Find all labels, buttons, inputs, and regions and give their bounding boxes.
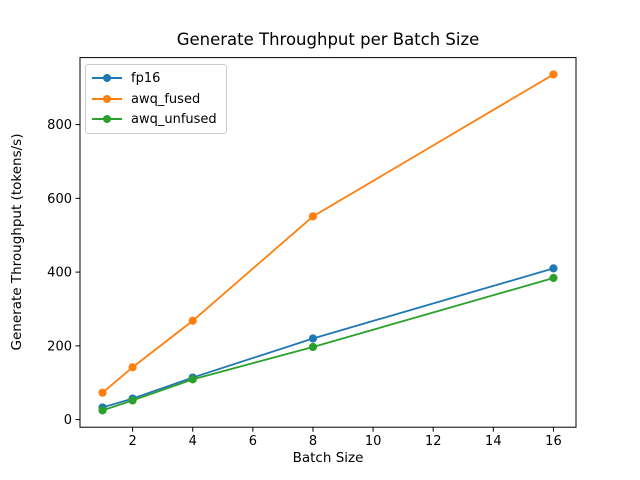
legend-label: awq_fused [131,91,201,107]
data-point-awq_unfused [128,396,137,405]
x-tick-label: 8 [309,434,317,449]
data-point-awq_unfused [549,273,558,283]
legend: fp16 awq_fused awq_unfused [85,64,227,134]
data-point-awq_fused [188,316,197,325]
data-point-fp16 [549,264,558,273]
line-marker-icon [92,115,122,124]
x-tick-label: 2 [128,434,136,449]
data-point-fp16 [308,334,318,343]
data-point-awq_fused [128,363,137,372]
x-tick-label: 10 [365,434,382,449]
x-tick-label: 16 [545,434,562,449]
y-axis-label: Generate Throughput (tokens/s) [9,133,25,351]
data-point-awq_unfused [98,406,107,415]
legend-item: fp16 [92,68,217,89]
legend-item: awq_unfused [92,109,217,130]
x-tick-label: 4 [189,434,197,449]
legend-item: awq_fused [92,89,217,110]
data-point-awq_unfused [188,375,197,384]
legend-label: awq_unfused [131,112,217,128]
series-line-awq_unfused [102,277,554,412]
y-tick-label: 400 [47,266,72,281]
y-tick-label: 600 [47,192,72,207]
y-tick-label: 200 [47,339,72,354]
data-point-awq_unfused [308,342,318,352]
data-point-awq_fused [549,70,558,79]
line-marker-icon [92,74,122,83]
x-axis-label: Batch Size [292,450,364,466]
legend-label: fp16 [131,71,161,87]
data-point-awq_fused [98,388,107,397]
y-tick-label: 800 [47,118,72,133]
x-tick-label: 12 [425,434,442,449]
chart-title: Generate Throughput per Batch Size [176,30,480,49]
x-tick-label: 14 [485,434,502,449]
line-marker-icon [92,94,122,103]
y-tick-label: 0 [64,413,72,428]
data-point-awq_fused [308,212,318,221]
plot-border [79,57,577,428]
x-tick-label: 6 [249,434,257,449]
